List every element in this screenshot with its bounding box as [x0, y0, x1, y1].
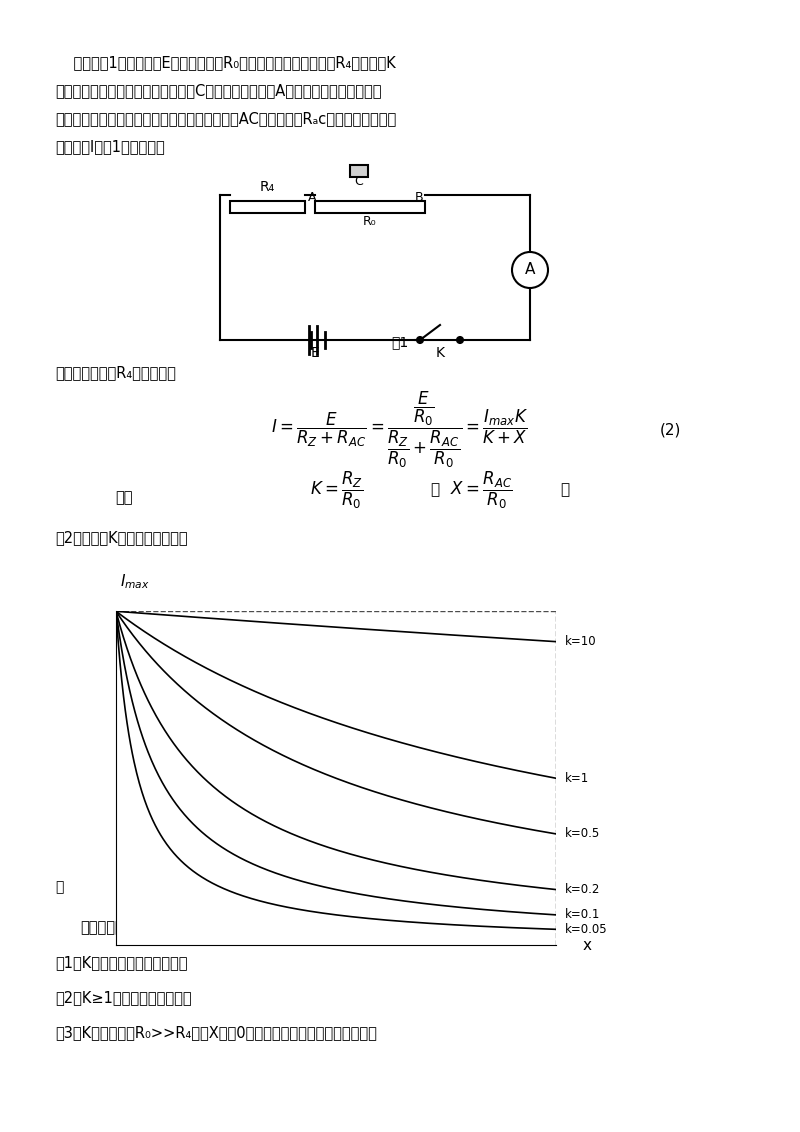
Bar	[230, 201, 305, 213]
Text: ，: ，	[430, 482, 439, 497]
Text: 为电源开关。它是将变阻器的滑动头C和任一固定端（如A端）串联在电路中，作为: 为电源开关。它是将变阻器的滑动头C和任一固定端（如A端）串联在电路中，作为	[55, 83, 382, 98]
Text: (2): (2)	[660, 422, 682, 437]
Text: $X = \dfrac{R_{AC}}{R_0}$: $X = \dfrac{R_{AC}}{R_0}$	[450, 470, 513, 511]
Text: 图1: 图1	[391, 335, 409, 349]
Text: 图2表示不同K值的制流特性曲线: 图2表示不同K值的制流特性曲线	[55, 530, 188, 544]
Text: 一般情况下负载R₄中的电流为: 一般情况下负载R₄中的电流为	[55, 365, 176, 380]
Text: （1）K越大电流调节范围越小；: （1）K越大电流调节范围越小；	[55, 955, 187, 970]
Text: K: K	[435, 346, 445, 360]
Text: 路的电流I，图1制流电路图: 路的电流I，图1制流电路图	[55, 139, 165, 154]
Text: $I = \dfrac{E}{R_Z + R_{AC}} = \dfrac{\dfrac{E}{R_0}}{\dfrac{R_Z}{R_0} + \dfrac{: $I = \dfrac{E}{R_Z + R_{AC}} = \dfrac{\d…	[271, 389, 529, 470]
Circle shape	[417, 337, 423, 343]
Text: k=1: k=1	[565, 772, 589, 784]
Text: A: A	[308, 191, 317, 204]
Text: 图2: 图2	[391, 871, 409, 884]
Bar	[315, 201, 425, 213]
Text: k=0.5: k=0.5	[565, 827, 600, 840]
Text: A: A	[525, 263, 535, 277]
Text: （2）K≥1时调节的线性较好；: （2）K≥1时调节的线性较好；	[55, 990, 192, 1005]
Text: （3）K较小时（即R₀>>R₄），X接近0时电流变化很大，细调程度较差；: （3）K较小时（即R₀>>R₄），X接近0时电流变化很大，细调程度较差；	[55, 1024, 377, 1040]
Text: 式中: 式中	[115, 490, 133, 505]
Text: 从曲线可以清楚地看到制流电路有以下几个特点：: 从曲线可以清楚地看到制流电路有以下几个特点：	[80, 920, 273, 935]
Circle shape	[457, 337, 463, 343]
Text: 。: 。	[560, 482, 569, 497]
Text: $K = \dfrac{R_Z}{R_0}$: $K = \dfrac{R_Z}{R_0}$	[310, 470, 363, 511]
Text: R₀: R₀	[363, 215, 377, 228]
Text: k=0.1: k=0.1	[565, 908, 600, 921]
Bar	[350, 165, 368, 177]
Text: $I_{max}$: $I_{max}$	[120, 573, 150, 591]
Text: 电路如图1所示，图中E为直流电源；R₀为变阻器，Ⓐ为电流表，R₄为负载，K: 电路如图1所示，图中E为直流电源；R₀为变阻器，Ⓐ为电流表，R₄为负载，K	[55, 55, 396, 70]
Text: k=0.2: k=0.2	[565, 883, 600, 897]
Text: k=0.05: k=0.05	[565, 923, 607, 936]
Text: C: C	[354, 175, 363, 188]
Text: 。: 。	[55, 880, 63, 894]
Text: B: B	[414, 191, 423, 204]
Text: E: E	[310, 346, 319, 360]
Text: 一个可变电阻，移动滑动头的位置可以连续改变AC之间的电阻Rₐᴄ，从而改变整个电: 一个可变电阻，移动滑动头的位置可以连续改变AC之间的电阻Rₐᴄ，从而改变整个电	[55, 111, 396, 126]
Text: k=10: k=10	[565, 635, 597, 649]
Circle shape	[512, 252, 548, 288]
Text: R₄: R₄	[260, 180, 275, 194]
Text: x: x	[582, 937, 591, 953]
